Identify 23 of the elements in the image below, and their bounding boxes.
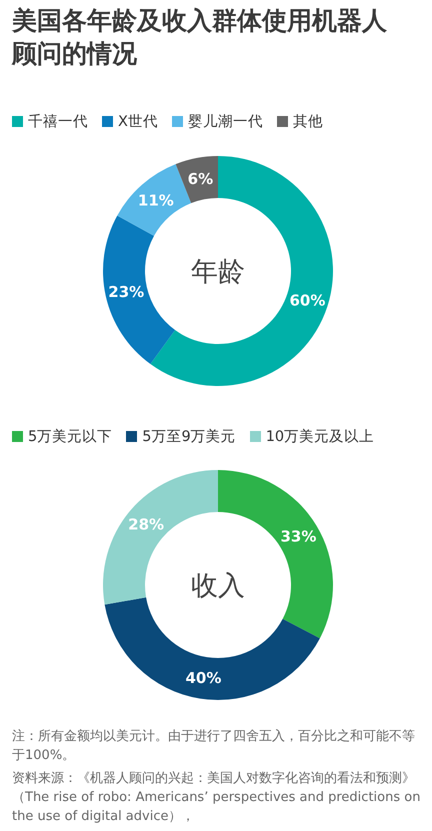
text: 收入 (191, 570, 245, 602)
legend-label: 10万美元及以上 (266, 429, 374, 445)
donut-slice (103, 470, 218, 605)
data-label: 11% (138, 192, 174, 210)
data-label: 23% (108, 282, 144, 301)
data-label: 6% (188, 170, 214, 188)
data-label: 40% (185, 669, 222, 688)
data-label: 60% (289, 291, 326, 310)
donut-slice (103, 216, 176, 364)
data-label: 28% (128, 516, 164, 534)
data-label: 33% (280, 528, 316, 546)
legend-label: 5万至9万美元 (142, 429, 236, 445)
donut-slice (104, 597, 320, 700)
chart-title: 美国各年龄及收入群体使用机器人顾问的情况 (12, 5, 388, 70)
legend-label: 其他 (292, 114, 323, 130)
legend-label: 千禧一代 (28, 114, 88, 130)
legend-label: X世代 (118, 114, 158, 130)
text: 注：所有金额均以美元计。由于进行了四舍五入，百分比之和可能不等于100%。 (12, 728, 416, 765)
text: 资料来源：《机器人顾问的兴起：美国人对数字化咨询的看法和预测》（The rise of robo: Americans’ perspectives and predictions on the use of digital advice）， (12, 770, 422, 826)
text: 年龄 (191, 256, 245, 288)
donut-slice (218, 470, 333, 638)
legend-label: 5万美元以下 (28, 429, 112, 445)
legend-label: 婴儿潮一代 (188, 114, 263, 130)
